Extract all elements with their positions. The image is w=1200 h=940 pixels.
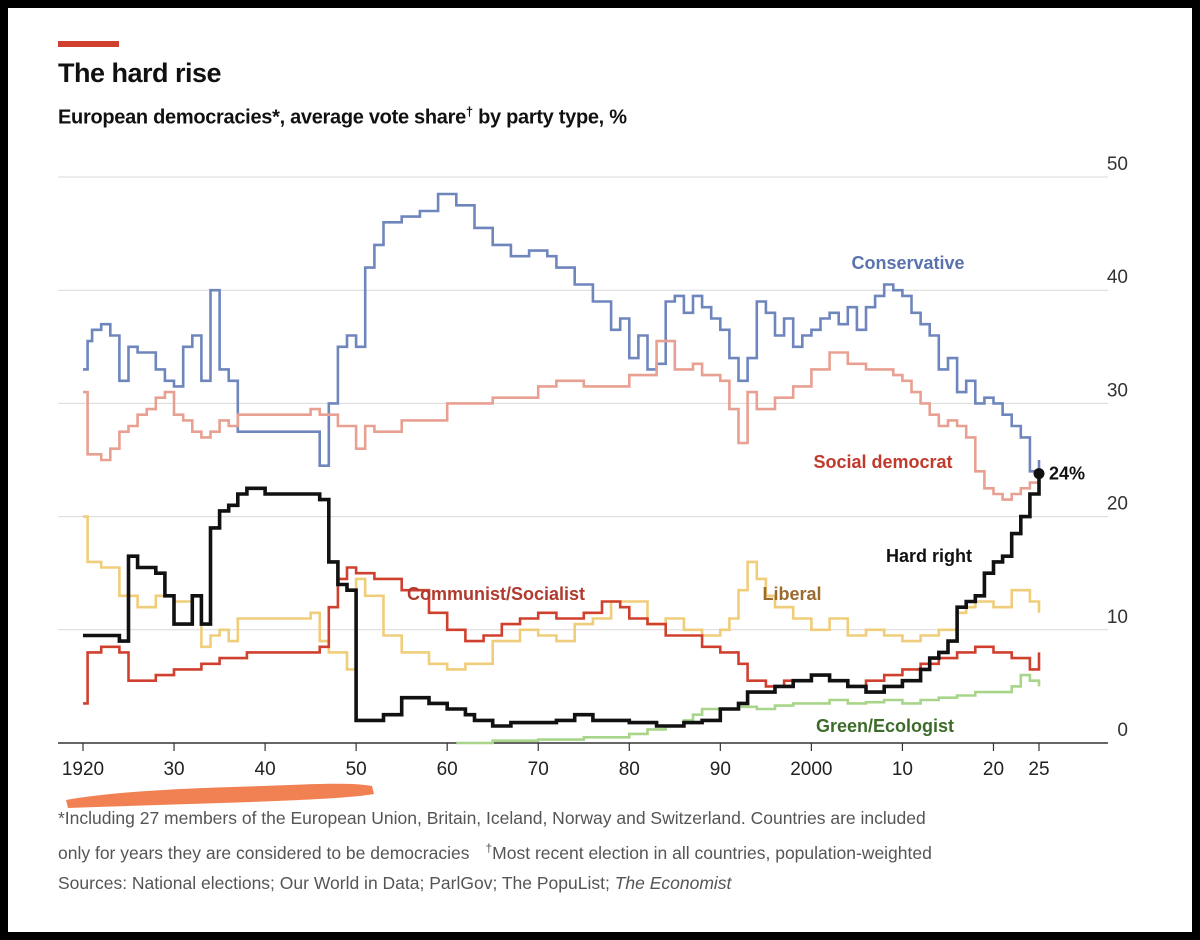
subtitle-dagger: † (465, 104, 473, 119)
x-tick-label-1940: 40 (255, 759, 276, 780)
series-label-conservative: Conservative (851, 253, 964, 273)
chart-subtitle: European democracies*, average vote shar… (58, 104, 627, 130)
hard-right-endpoint-label: 24% (1049, 464, 1085, 484)
chart-card: The hard rise European democracies*, ave… (8, 8, 1192, 932)
footnote-recent-election: Most recent election in all countries, p… (492, 842, 932, 863)
chart-title: The hard rise (58, 58, 222, 88)
y-tick-label-40: 40 (1107, 267, 1128, 288)
x-tick-label-2020: 20 (983, 759, 1004, 780)
footnote-sources: Sources: National elections; Our World i… (58, 868, 1168, 898)
x-tick-label-1970: 70 (528, 759, 549, 780)
footnote-democracies: only for years they are considered to be… (58, 842, 470, 863)
y-tick-label-30: 30 (1107, 380, 1128, 401)
footnote-line-1: *Including 27 members of the European Un… (58, 808, 926, 828)
subtitle-text: European democracies*, average vote shar… (58, 106, 466, 129)
footnote-dagger: † (485, 841, 493, 855)
series-label-communist-socialist: Communist/Socialist (407, 584, 585, 604)
x-tick-label-1990: 90 (710, 759, 731, 780)
series-label-green-ecologist: Green/Ecologist (816, 716, 954, 736)
chart: 0 10 20 30 40 50 1920 30 40 50 60 70 80 90 2000 10 20 25 C… (58, 154, 1128, 780)
x-tick-label-2010: 10 (892, 759, 913, 780)
footnotes: *Including 27 members of the European Un… (58, 803, 1168, 898)
y-tick-label-0: 0 (1117, 720, 1128, 741)
y-tick-label-20: 20 (1107, 494, 1128, 515)
x-tick-label-1950: 50 (346, 759, 367, 780)
series-line-social-democrat (83, 339, 1041, 501)
y-tick-label-50: 50 (1107, 154, 1128, 175)
series-label-liberal: Liberal (762, 584, 821, 604)
series-label-hard-right: Hard right (886, 546, 972, 566)
x-tick-label-1920: 1920 (62, 759, 104, 780)
subtitle-tail: by party type, % (472, 106, 627, 129)
sources-text: Sources: National elections; Our World i… (58, 872, 615, 893)
series-line-communist-socialist (83, 566, 1041, 705)
y-tick-label-10: 10 (1107, 607, 1128, 628)
sources-economist: The Economist (614, 872, 732, 893)
x-tick-label-1980: 80 (619, 759, 640, 780)
series-line-hard-right (83, 473, 1041, 728)
marker-scribble (66, 783, 374, 808)
footnote-line-2: only for years they are considered to be… (58, 833, 1168, 868)
series-line-conservative (83, 192, 1041, 473)
x-tick-label-2025: 25 (1028, 759, 1049, 780)
x-tick-label-1930: 30 (163, 759, 184, 780)
accent-bar (58, 41, 119, 47)
series-line-green-ecologist (456, 673, 1041, 745)
x-tick-label-2000: 2000 (790, 759, 832, 780)
hard-right-endpoint-dot (1033, 468, 1045, 480)
series-label-social-democrat: Social democrat (813, 452, 952, 472)
x-tick-label-1960: 60 (437, 759, 458, 780)
series-line-liberal (83, 515, 1041, 671)
